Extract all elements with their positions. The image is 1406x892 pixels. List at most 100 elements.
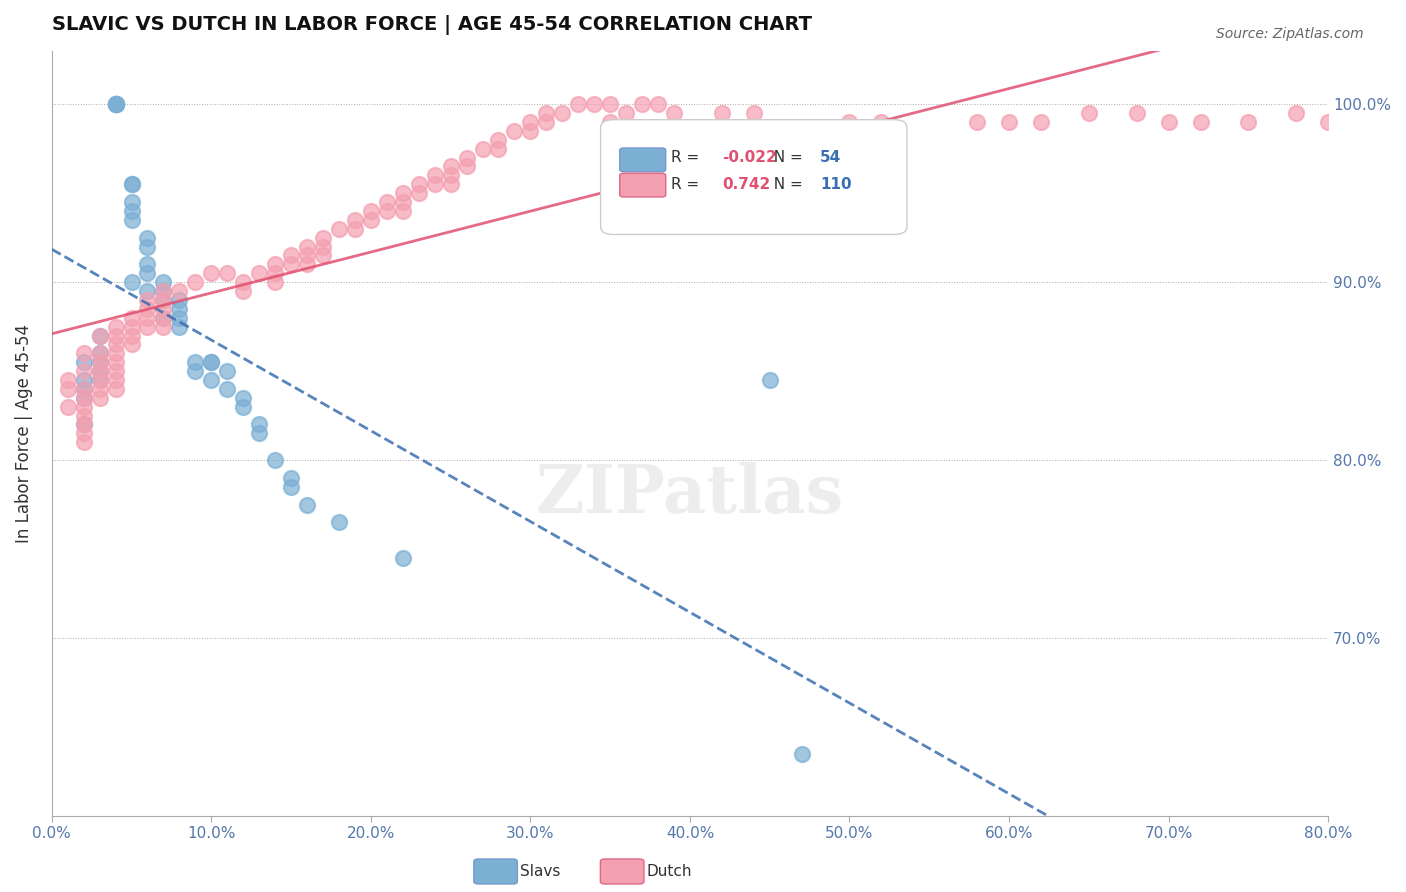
Point [408,186,430,201]
Point [200,355,222,369]
Point [121,178,143,192]
Point [56,400,79,414]
Point [104,346,127,360]
Point [73,373,96,387]
Point [136,293,159,307]
Point [1348,106,1371,120]
Point [1317,115,1340,129]
Point [200,266,222,280]
Point [599,97,621,112]
Point [280,471,302,485]
Point [1157,115,1180,129]
Point [1077,106,1099,120]
Point [121,275,143,289]
Point [247,417,270,432]
Point [439,178,461,192]
Point [838,115,860,129]
Point [104,97,127,112]
Text: Dutch: Dutch [647,864,692,879]
Point [121,178,143,192]
Point [488,133,510,147]
Point [73,426,96,441]
Point [136,301,159,316]
Point [391,195,413,210]
Point [503,124,526,138]
Point [89,364,111,378]
Point [264,257,287,271]
Point [456,160,478,174]
Text: R =: R = [671,151,704,165]
Text: N =: N = [763,151,807,165]
Point [536,106,558,120]
Point [152,301,174,316]
Point [121,195,143,210]
Point [89,346,111,360]
Point [73,417,96,432]
Point [121,212,143,227]
Point [295,239,318,253]
Point [152,293,174,307]
Point [89,382,111,396]
Point [89,346,111,360]
Point [73,400,96,414]
Point [360,212,382,227]
Point [583,97,606,112]
Point [599,115,621,129]
Text: 110: 110 [820,178,852,192]
Point [280,248,302,262]
Point [152,284,174,298]
Point [488,142,510,156]
Point [408,178,430,192]
FancyBboxPatch shape [620,173,665,197]
Point [121,204,143,219]
Point [184,364,207,378]
Point [264,266,287,280]
Point [312,248,335,262]
Point [104,328,127,343]
Point [280,480,302,494]
Point [280,257,302,271]
Point [264,453,287,467]
Point [73,355,96,369]
Point [104,364,127,378]
Point [375,195,398,210]
Point [89,391,111,405]
Point [73,346,96,360]
Point [89,355,111,369]
Point [104,97,127,112]
Point [152,319,174,334]
Point [89,328,111,343]
Point [391,550,413,565]
Point [519,124,541,138]
Point [1237,115,1260,129]
Text: 0.742: 0.742 [721,178,770,192]
Point [662,106,685,120]
Point [870,115,893,129]
Point [391,186,413,201]
Point [710,106,733,120]
Point [104,97,127,112]
Point [152,293,174,307]
Point [169,319,191,334]
Point [184,275,207,289]
Text: Slavs: Slavs [520,864,561,879]
Point [217,266,239,280]
Point [439,169,461,183]
Point [89,355,111,369]
Point [136,319,159,334]
Point [423,169,446,183]
Point [232,391,254,405]
Point [232,275,254,289]
Point [73,382,96,396]
Point [471,142,494,156]
Point [631,97,654,112]
Point [247,426,270,441]
Point [232,284,254,298]
Point [121,337,143,351]
Point [1029,115,1052,129]
Point [217,382,239,396]
Point [200,355,222,369]
Point [73,391,96,405]
Point [104,319,127,334]
Point [328,221,350,235]
